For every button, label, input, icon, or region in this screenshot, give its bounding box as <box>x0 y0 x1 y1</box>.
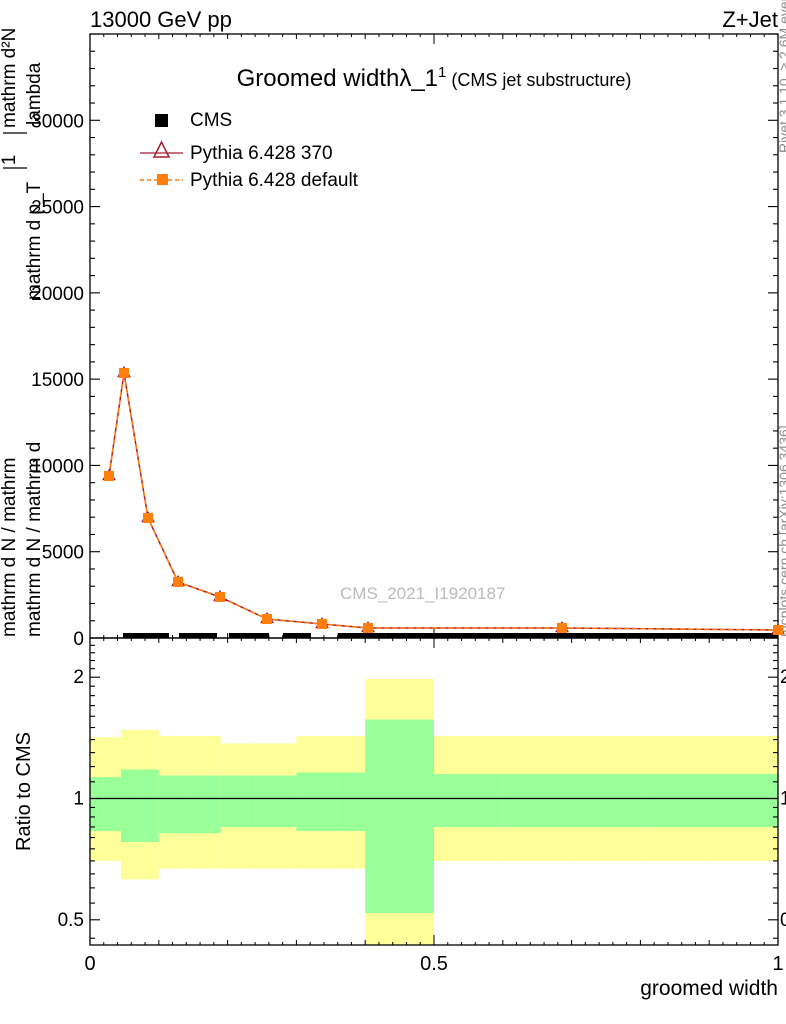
svg-text:Rivet 3.1.10, ≥ 2.6M events: Rivet 3.1.10, ≥ 2.6M events <box>776 0 786 153</box>
svg-text:Pythia 6.428 370: Pythia 6.428 370 <box>190 143 333 164</box>
svg-text:mathrm d N / mathrm: mathrm d N / mathrm <box>0 458 20 637</box>
svg-text:CMS: CMS <box>190 110 232 131</box>
svg-text:mathrm d p_T: mathrm d p_T <box>24 181 45 300</box>
svg-text:lambda: lambda <box>24 62 45 125</box>
svg-text:15000: 15000 <box>31 370 84 391</box>
svg-text:mathrm d²N: mathrm d²N <box>0 28 20 128</box>
svg-text:CMS_2021_I1920187: CMS_2021_I1920187 <box>340 584 505 603</box>
svg-text:13000 GeV pp: 13000 GeV pp <box>90 7 232 32</box>
svg-text:0.5: 0.5 <box>420 953 448 975</box>
svg-text:1: 1 <box>73 789 84 810</box>
svg-text:mathrm d N / mathrm d: mathrm d N / mathrm d <box>24 442 45 637</box>
svg-text:1: 1 <box>772 953 783 975</box>
svg-text:0.5: 0.5 <box>780 910 786 931</box>
svg-text:2: 2 <box>73 667 84 688</box>
svg-text:0: 0 <box>84 953 95 975</box>
svg-text:Ratio to CMS: Ratio to CMS <box>13 732 35 851</box>
svg-text:1: 1 <box>0 155 20 166</box>
svg-text:0: 0 <box>73 629 84 650</box>
svg-text:5000: 5000 <box>42 543 84 564</box>
svg-text:0.5: 0.5 <box>58 910 84 931</box>
svg-text:Pythia 6.428 default: Pythia 6.428 default <box>190 170 359 191</box>
svg-text:2: 2 <box>780 667 786 688</box>
svg-text:mcplots.cern.ch [arXiv:1306.34: mcplots.cern.ch [arXiv:1306.3436] <box>776 425 786 637</box>
svg-text:groomed width: groomed width <box>640 977 778 1000</box>
svg-text:Z+Jet: Z+Jet <box>722 7 778 32</box>
svg-text:1: 1 <box>780 789 786 810</box>
